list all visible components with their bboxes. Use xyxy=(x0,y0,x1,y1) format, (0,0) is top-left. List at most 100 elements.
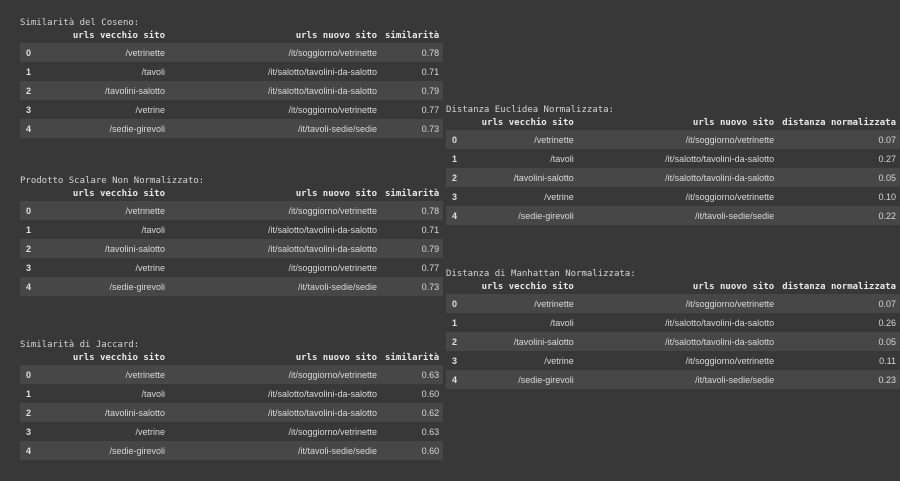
distance-cell: 0.05 xyxy=(878,336,896,347)
old-url-cell: /sedie-girevoli xyxy=(518,374,574,385)
table-row: 3/vetrine/it/soggiorno/vetrinette 0.10 xyxy=(446,187,900,206)
old-url-cell: /sedie-girevoli xyxy=(109,123,165,134)
old-url-cell: /sedie-girevoli xyxy=(109,281,165,292)
row-index: 2 xyxy=(452,172,458,183)
euclidean-caption: Distanza Euclidea Normalizzata: xyxy=(446,105,614,115)
distance-cell: 0.05 xyxy=(878,172,896,183)
column-header-score: similarità xyxy=(385,189,440,199)
output-block-dot-product: Prodotto Scalare Non Normalizzato: urls … xyxy=(20,175,444,296)
column-header-new-url: urls nuovo sito xyxy=(692,118,775,128)
score-cell: 0.71 xyxy=(421,66,440,77)
column-header-score: similarità xyxy=(385,31,440,41)
score-cell: 0.63 xyxy=(421,426,440,437)
table-row: 4/sedie-girevoli/it/tavoli-sedie/sedie 0.… xyxy=(20,119,444,138)
new-url-cell: /it/tavoli-sedie/sedie xyxy=(297,281,377,292)
old-url-cell: /sedie-girevoli xyxy=(109,445,165,456)
column-header-old-url: urls vecchio sito xyxy=(72,189,165,199)
row-index: 2 xyxy=(26,243,32,254)
row-index: 0 xyxy=(452,134,458,145)
new-url-cell: /it/tavoli-sedie/sedie xyxy=(695,210,775,221)
table-row: 2/tavolini-salotto/it/salotto/tavolini-d… xyxy=(20,403,444,422)
old-url-cell: /vetrinette xyxy=(534,298,574,309)
table-row: 0/vetrinette/it/soggiorno/vetrinette 0.78 xyxy=(20,201,444,220)
score-cell: 0.79 xyxy=(421,243,440,254)
table-row: 4/sedie-girevoli/it/tavoli-sedie/sedie 0.… xyxy=(20,277,444,296)
old-url-cell: /vetrine xyxy=(135,262,165,273)
table-row: 2/tavolini-salotto/it/salotto/tavolini-d… xyxy=(446,332,900,351)
row-index: 2 xyxy=(452,336,458,347)
table-row: 1/tavoli/it/salotto/tavolini-da-salotto 0… xyxy=(446,313,900,332)
table-row: 1/tavoli/it/salotto/tavolini-da-salotto 0… xyxy=(20,384,444,403)
new-url-cell: /it/tavoli-sedie/sedie xyxy=(695,374,775,385)
old-url-cell: /vetrinette xyxy=(125,369,165,380)
column-header-index xyxy=(446,280,478,294)
output-block-euclidean: Distanza Euclidea Normalizzata: urls vec… xyxy=(446,104,900,225)
score-cell: 0.77 xyxy=(421,104,440,115)
manhattan-caption: Distanza di Manhattan Normalizzata: xyxy=(446,269,636,279)
row-index: 4 xyxy=(26,123,32,134)
table-row: 2/tavolini-salotto/it/salotto/tavolini-d… xyxy=(446,168,900,187)
new-url-cell: /it/salotto/tavolini-da-salotto xyxy=(267,66,377,77)
table-row: 0/vetrinette/it/soggiorno/vetrinette 0.07 xyxy=(446,130,900,149)
row-index: 1 xyxy=(452,153,458,164)
score-cell: 0.62 xyxy=(421,407,440,418)
new-url-cell: /it/soggiorno/vetrinette xyxy=(685,134,775,145)
row-index: 4 xyxy=(26,445,32,456)
score-cell: 0.63 xyxy=(421,369,440,380)
jaccard-table: urls vecchio sito urls nuovo sito simila… xyxy=(20,351,444,460)
old-url-cell: /tavolini-salotto xyxy=(513,336,574,347)
row-index: 1 xyxy=(26,224,32,235)
new-url-cell: /it/soggiorno/vetrinette xyxy=(288,426,377,437)
new-url-cell: /it/soggiorno/vetrinette xyxy=(685,355,775,366)
row-index: 3 xyxy=(452,191,458,202)
score-cell: 0.79 xyxy=(421,85,440,96)
table-row: 4/sedie-girevoli/it/tavoli-sedie/sedie 0.… xyxy=(446,370,900,389)
table-row: 0/vetrinette/it/soggiorno/vetrinette 0.63 xyxy=(20,365,444,384)
distance-cell: 0.11 xyxy=(879,355,896,366)
row-index: 3 xyxy=(452,355,458,366)
new-url-cell: /it/soggiorno/vetrinette xyxy=(288,369,377,380)
distance-cell: 0.27 xyxy=(878,153,896,164)
row-index: 1 xyxy=(26,66,32,77)
row-index: 0 xyxy=(26,369,32,380)
score-cell: 0.78 xyxy=(421,47,440,58)
old-url-cell: /vetrine xyxy=(135,104,165,115)
row-index: 4 xyxy=(26,281,32,292)
distance-cell: 0.23 xyxy=(878,374,896,385)
table-row: 1/tavoli/it/salotto/tavolini-da-salotto 0… xyxy=(20,62,444,81)
old-url-cell: /tavolini-salotto xyxy=(104,407,165,418)
old-url-cell: /vetrine xyxy=(544,191,574,202)
old-url-cell: /vetrinette xyxy=(125,205,165,216)
column-header-index xyxy=(20,187,54,201)
new-url-cell: /it/salotto/tavolini-da-salotto xyxy=(665,336,775,347)
old-url-cell: /tavolini-salotto xyxy=(513,172,574,183)
table-row: 3/vetrine/it/soggiorno/vetrinette 0.63 xyxy=(20,422,444,441)
table-row: 3/vetrine/it/soggiorno/vetrinette 0.77 xyxy=(20,258,444,277)
table-row: 4/sedie-girevoli/it/tavoli-sedie/sedie 0.… xyxy=(20,441,444,460)
output-block-jaccard: Similarità di Jaccard: urls vecchio sito… xyxy=(20,339,444,460)
old-url-cell: /vetrine xyxy=(135,426,165,437)
row-index: 3 xyxy=(26,426,32,437)
column-header-old-url: urls vecchio sito xyxy=(481,118,574,128)
column-header-old-url: urls vecchio sito xyxy=(72,353,165,363)
old-url-cell: /tavolini-salotto xyxy=(104,243,165,254)
output-block-manhattan: Distanza di Manhattan Normalizzata: urls… xyxy=(446,268,900,389)
row-index: 0 xyxy=(452,298,458,309)
old-url-cell: /sedie-girevoli xyxy=(518,210,574,221)
table-row: 0/vetrinette/it/soggiorno/vetrinette 0.07 xyxy=(446,294,900,313)
column-header-new-url: urls nuovo sito xyxy=(692,282,775,292)
table-row: 1/tavoli/it/salotto/tavolini-da-salotto 0… xyxy=(20,220,444,239)
score-cell: 0.73 xyxy=(421,123,440,134)
distance-cell: 0.22 xyxy=(878,210,896,221)
old-url-cell: /vetrinette xyxy=(534,134,574,145)
column-header-old-url: urls vecchio sito xyxy=(481,282,574,292)
new-url-cell: /it/soggiorno/vetrinette xyxy=(288,47,377,58)
table-row: 2/tavolini-salotto/it/salotto/tavolini-d… xyxy=(20,239,444,258)
new-url-cell: /it/salotto/tavolini-da-salotto xyxy=(267,85,377,96)
score-cell: 0.60 xyxy=(421,445,440,456)
new-url-cell: /it/soggiorno/vetrinette xyxy=(685,191,775,202)
column-header-index xyxy=(20,351,54,365)
old-url-cell: /tavoli xyxy=(141,224,165,235)
old-url-cell: /vetrine xyxy=(544,355,574,366)
new-url-cell: /it/salotto/tavolini-da-salotto xyxy=(267,388,377,399)
